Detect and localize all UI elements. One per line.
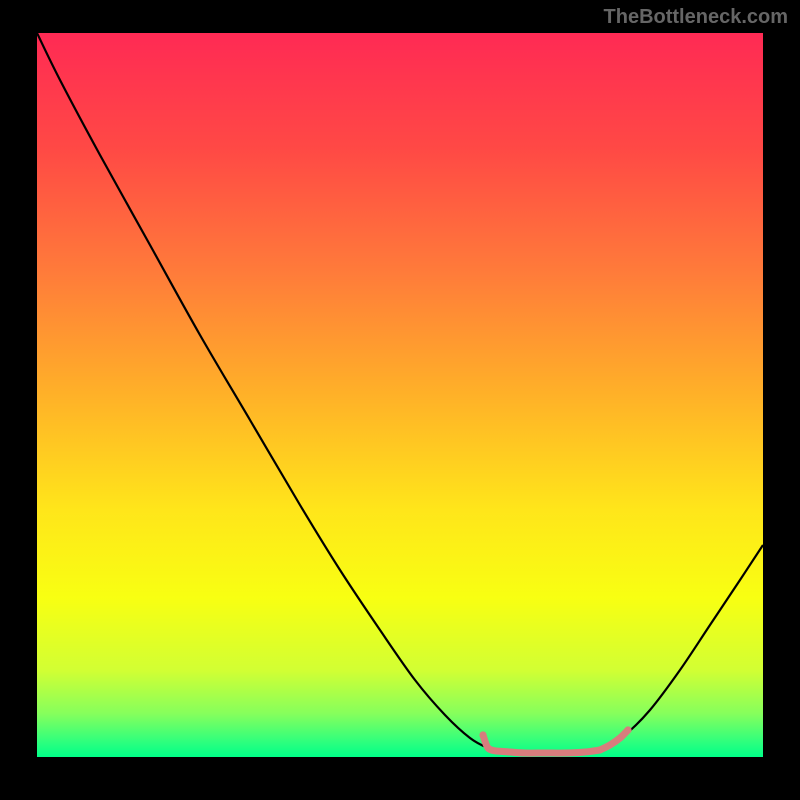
optimal-range-endpoint-0 — [479, 731, 486, 738]
optimal-range-segment-2 — [600, 730, 628, 750]
watermark-text: TheBottleneck.com — [604, 6, 788, 29]
plot-area — [37, 33, 763, 757]
bottleneck-curve — [37, 33, 763, 753]
optimal-range-segment-1 — [496, 750, 600, 753]
curve-svg — [37, 33, 763, 757]
optimal-range-endpoint-1 — [624, 726, 631, 733]
chart-container: TheBottleneck.com — [0, 0, 800, 800]
